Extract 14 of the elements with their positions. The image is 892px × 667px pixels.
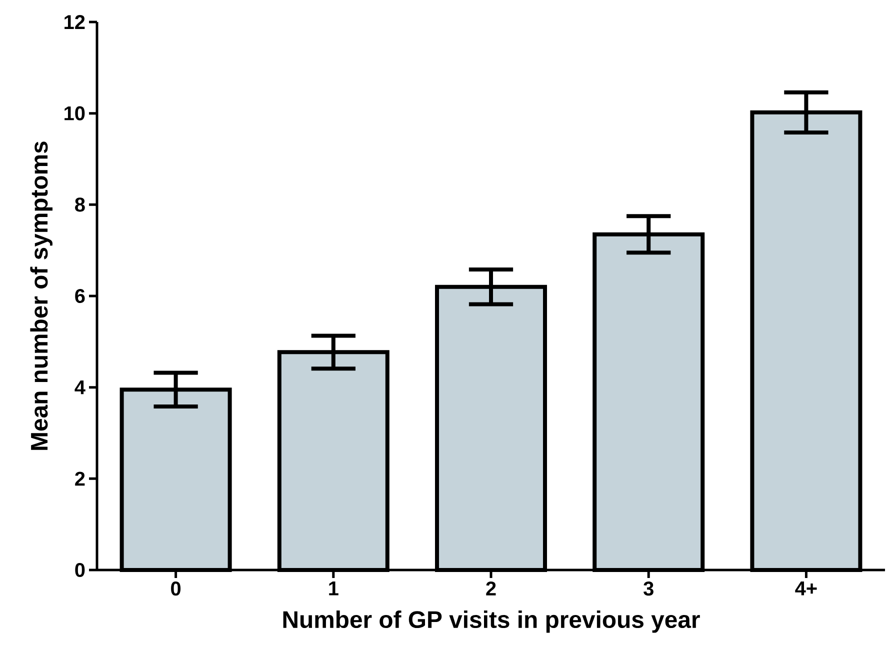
- x-tick-label: 4+: [795, 582, 817, 596]
- y-tick-label: 8: [75, 198, 85, 212]
- x-tick-label: 1: [329, 582, 338, 596]
- y-tick-label: 10: [64, 106, 85, 120]
- x-tick-label: 2: [486, 582, 496, 596]
- x-tick-label: 3: [644, 582, 654, 596]
- y-axis-title: Mean number of symptoms: [30, 142, 52, 450]
- x-tick-label: 0: [171, 582, 181, 596]
- x-axis-title: Number of GP visits in previous year: [283, 610, 700, 633]
- y-tick-label: 4: [74, 380, 86, 394]
- y-tick-label: 2: [75, 472, 85, 486]
- y-tick-label: 6: [75, 288, 85, 304]
- y-tick-label: 12: [64, 15, 85, 29]
- y-tick-label: 0: [75, 562, 85, 578]
